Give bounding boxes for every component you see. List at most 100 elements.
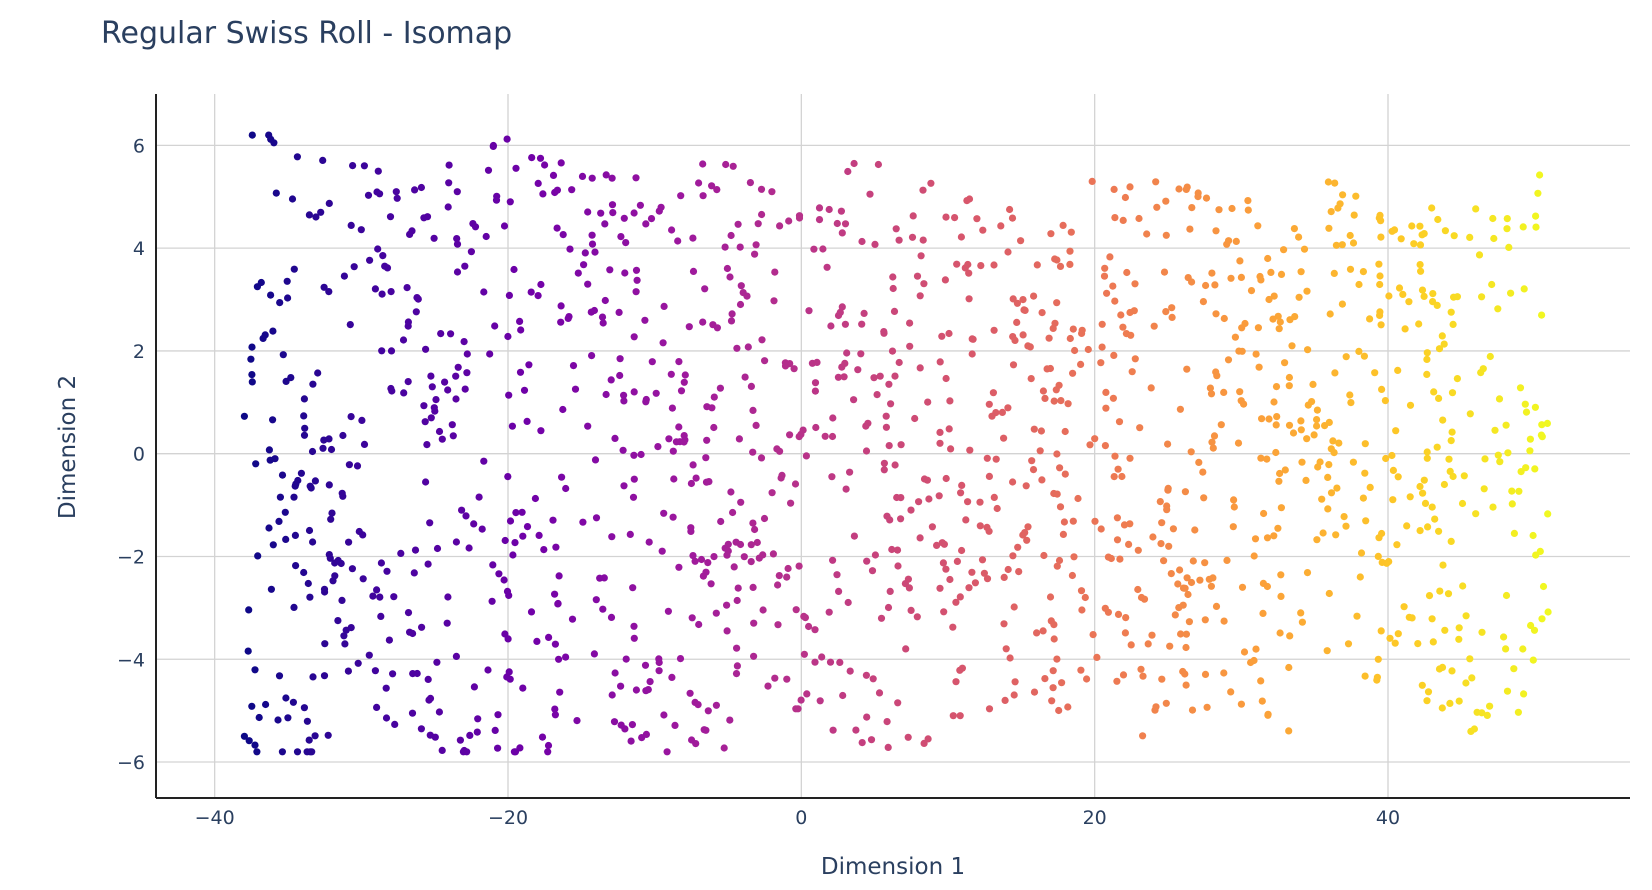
data-point: [1420, 476, 1428, 484]
data-point: [862, 671, 871, 679]
data-point: [1237, 397, 1245, 405]
data-point: [1001, 696, 1009, 705]
data-point: [300, 704, 308, 712]
data-point: [512, 508, 520, 517]
data-point: [537, 427, 545, 435]
data-point: [667, 370, 675, 378]
data-point: [377, 612, 385, 621]
data-point: [609, 209, 617, 217]
data-point: [265, 524, 273, 532]
data-point: [1441, 626, 1449, 634]
data-point: [240, 412, 248, 420]
data-point: [790, 365, 798, 373]
data-point: [321, 640, 329, 648]
data-point: [267, 135, 275, 143]
data-point: [366, 256, 374, 264]
data-point: [1037, 427, 1045, 435]
data-point: [1006, 205, 1014, 214]
data-point: [1303, 435, 1311, 443]
data-point: [445, 161, 453, 169]
data-point: [909, 212, 917, 220]
data-point: [1148, 631, 1156, 639]
data-point: [760, 514, 769, 523]
data-point: [1366, 483, 1374, 491]
data-point: [1313, 536, 1321, 544]
data-point: [1382, 454, 1390, 463]
data-point: [541, 161, 549, 169]
data-point: [1231, 333, 1239, 341]
data-point: [1069, 325, 1077, 333]
data-point: [965, 195, 974, 203]
data-point: [509, 551, 517, 559]
data-point: [1350, 211, 1358, 219]
data-point: [1024, 523, 1032, 531]
data-point: [774, 621, 782, 629]
data-point: [958, 546, 966, 555]
data-point: [710, 393, 718, 401]
y-axis-title: Dimension 2: [55, 375, 81, 519]
data-point: [744, 343, 752, 351]
data-point: [492, 196, 501, 204]
data-point: [1346, 391, 1354, 399]
data-point: [1009, 552, 1017, 560]
data-point: [1175, 185, 1183, 193]
data-point: [850, 396, 858, 404]
data-point: [423, 441, 431, 449]
data-point: [1004, 404, 1012, 412]
y-tick-label: 4: [133, 238, 145, 260]
data-point: [927, 179, 935, 187]
data-point: [381, 262, 389, 270]
data-point: [840, 373, 848, 381]
data-point: [1495, 395, 1504, 403]
data-point: [1291, 313, 1299, 321]
data-point: [1244, 206, 1252, 214]
data-point: [504, 473, 512, 481]
data-point: [1255, 363, 1263, 371]
data-point: [727, 317, 736, 325]
data-point: [1414, 640, 1422, 648]
data-point: [839, 691, 847, 700]
data-point: [320, 283, 328, 291]
data-point: [1179, 667, 1187, 676]
y-tick-label: −4: [117, 649, 145, 671]
data-point: [1019, 331, 1027, 339]
data-point: [946, 397, 954, 405]
data-point: [1519, 645, 1527, 653]
data-point: [670, 475, 678, 483]
data-point: [1435, 394, 1443, 402]
data-point: [471, 223, 480, 231]
data-point: [1106, 253, 1114, 261]
data-point: [495, 570, 503, 578]
data-point: [1295, 233, 1303, 241]
data-point: [1297, 417, 1305, 425]
data-point: [1355, 280, 1363, 289]
data-point: [387, 347, 396, 355]
data-point: [1272, 421, 1280, 429]
data-point: [1423, 349, 1431, 357]
data-point: [874, 160, 883, 169]
data-point: [942, 474, 950, 483]
data-point: [1162, 231, 1170, 239]
data-point: [716, 384, 725, 392]
data-point: [1220, 669, 1228, 677]
data-point: [1114, 610, 1123, 619]
data-point: [727, 488, 735, 496]
data-point: [1071, 346, 1079, 355]
data-point: [1276, 318, 1284, 326]
data-point: [319, 156, 327, 164]
data-point: [620, 482, 628, 490]
data-point: [629, 493, 638, 501]
data-point: [1285, 373, 1293, 382]
data-point: [1013, 299, 1022, 307]
data-point: [410, 569, 418, 577]
data-point: [893, 493, 901, 502]
data-point: [1201, 670, 1210, 679]
data-point: [1230, 496, 1238, 504]
data-point: [556, 688, 564, 696]
data-point: [942, 213, 950, 221]
data-point: [369, 592, 377, 600]
data-point: [300, 395, 308, 403]
data-point: [1449, 320, 1457, 328]
data-point: [1119, 323, 1127, 331]
data-point: [704, 559, 712, 567]
